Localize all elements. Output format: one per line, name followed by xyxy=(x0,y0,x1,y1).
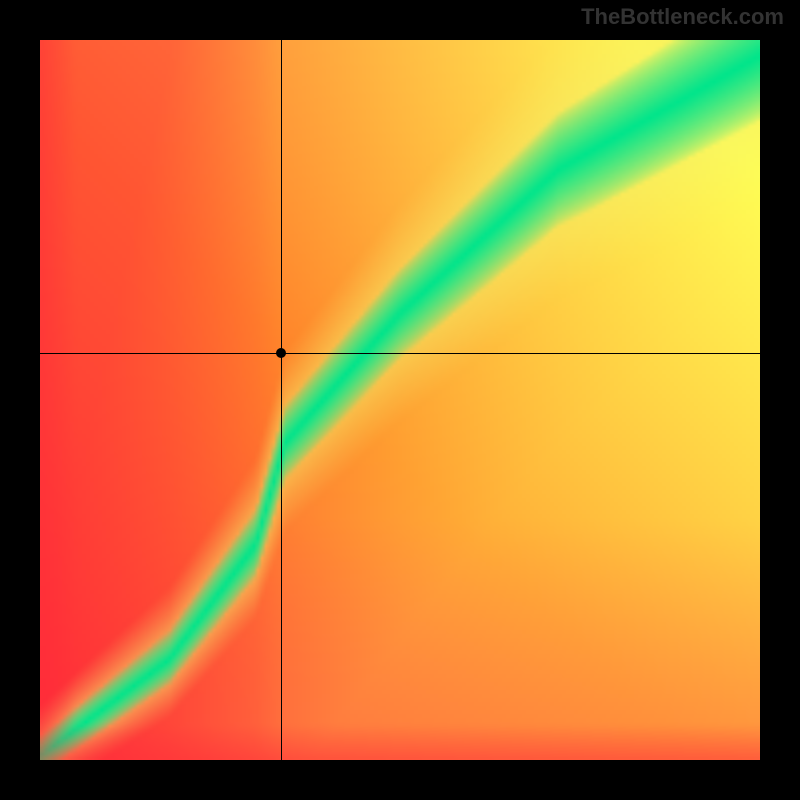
plot-area xyxy=(40,40,760,760)
crosshair-vertical xyxy=(281,40,282,760)
crosshair-marker xyxy=(276,348,286,358)
heatmap-canvas xyxy=(40,40,760,760)
crosshair-horizontal xyxy=(40,353,760,354)
watermark: TheBottleneck.com xyxy=(581,4,784,30)
